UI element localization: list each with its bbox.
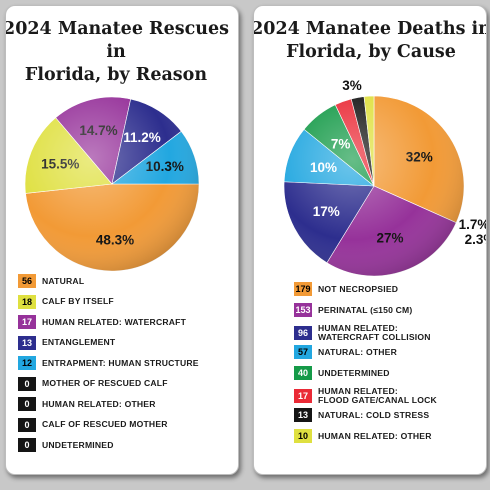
deaths-legend-count: 153	[294, 303, 312, 317]
rescues-legend-item: 0 CALF OF RESCUED MOTHER	[18, 417, 168, 432]
rescues-legend-label: CALF OF RESCUED MOTHER	[42, 419, 168, 429]
rescues-legend-count: 0	[18, 417, 36, 432]
rescues-pie-chart: 48.3%15.5%14.7%11.2%10.3%	[24, 96, 200, 272]
rescues-legend-label: ENTANGLEMENT	[42, 337, 116, 347]
rescues-legend-item: 17 HUMAN RELATED: WATERCRAFT	[18, 315, 186, 329]
rescues-legend-label: HUMAN RELATED: OTHER	[42, 398, 156, 409]
deaths-legend-item: 153 PERINATAL (≤150 CM)	[294, 303, 412, 317]
rescues-legend-item: 12 ENTRAPMENT: HUMAN STRUCTURE	[18, 356, 199, 370]
deaths-percent-label-human-related-other: 1.7%	[459, 217, 487, 232]
deaths-legend-label: HUMAN RELATED: WATERCRAFT COLLISION	[318, 324, 431, 342]
deaths-legend-label: PERINATAL (≤150 CM)	[318, 304, 413, 315]
rescues-legend-count: 0	[18, 438, 36, 452]
rescues-legend-label: MOTHER OF RESCUED CALF	[42, 378, 168, 388]
rescues-chart-title: 2024 Manatee Rescues in Florida, by Reas…	[5, 18, 236, 87]
deaths-percent-label-human-related-flood-gate-canal-lock: 3%	[342, 78, 362, 93]
rescues-title-line-1: 2024 Manatee Rescues in	[5, 19, 229, 62]
deaths-legend-count: 40	[294, 366, 312, 380]
rescues-legend-count: 18	[18, 294, 36, 309]
deaths-title-line-1: 2024 Manatee Deaths in	[253, 19, 487, 39]
rescues-legend-item: 0 UNDETERMINED	[18, 438, 114, 452]
deaths-legend-label: NATURAL: COLD STRESS	[318, 409, 430, 420]
deaths-legend-count: 13	[294, 408, 312, 422]
rescues-legend-item: 56 NATURAL	[18, 274, 84, 288]
deaths-pie-chart: 32%27%17%10%7%3%2.3%1.7%	[283, 78, 487, 277]
deaths-legend-label: NATURAL: OTHER	[318, 346, 398, 357]
rescues-pie-shading	[25, 97, 199, 271]
deaths-legend-label-line: FLOOD GATE/CANAL LOCK	[318, 395, 437, 405]
deaths-legend-item: 179 NOT NECROPSIED	[294, 282, 398, 296]
rescues-panel: 2024 Manatee Rescues in Florida, by Reas…	[5, 5, 239, 475]
rescues-legend-count: 12	[18, 356, 36, 370]
deaths-legend-label-line: HUMAN RELATED:	[318, 323, 398, 333]
deaths-panel: 2024 Manatee Deaths in Florida, by Cause…	[253, 5, 487, 475]
deaths-legend-label: HUMAN RELATED: FLOOD GATE/CANAL LOCK	[318, 387, 437, 405]
rescues-legend: 56 NATURAL 18 CALF BY ITSELF 17 HUMAN RELATED…	[6, 6, 238, 474]
rescues-legend-label: UNDETERMINED	[42, 439, 114, 450]
deaths-legend: 179 NOT NECROPSIED 153 PERINATAL (≤150 CM) 9…	[254, 6, 486, 474]
deaths-chart-title: 2024 Manatee Deaths in Florida, by Cause	[253, 18, 487, 64]
rescues-legend-item: 0 HUMAN RELATED: OTHER	[18, 397, 156, 411]
deaths-legend-count: 57	[294, 345, 312, 359]
rescues-legend-count: 0	[18, 376, 36, 391]
rescues-legend-count: 56	[18, 274, 36, 288]
rescues-legend-label: HUMAN RELATED: WATERCRAFT	[42, 316, 187, 327]
deaths-legend-label: NOT NECROPSIED	[318, 283, 399, 294]
deaths-legend-item: 10 HUMAN RELATED: OTHER	[294, 429, 432, 443]
rescues-legend-count: 13	[18, 335, 36, 350]
deaths-legend-item: 40 UNDETERMINED	[294, 366, 390, 380]
deaths-legend-label-line: WATERCRAFT COLLISION	[318, 332, 431, 342]
rescues-legend-item: 18 CALF BY ITSELF	[18, 294, 114, 309]
deaths-legend-count: 17	[294, 389, 312, 403]
deaths-pie-shading	[284, 96, 464, 276]
rescues-legend-item: 0 MOTHER OF RESCUED CALF	[18, 376, 168, 391]
rescues-legend-count: 0	[18, 397, 36, 411]
deaths-percent-label-natural-cold-stress: 2.3%	[465, 232, 487, 247]
deaths-legend-count: 10	[294, 429, 312, 443]
deaths-legend-label-line: HUMAN RELATED:	[318, 386, 398, 396]
deaths-legend-item: 17 HUMAN RELATED: FLOOD GATE/CANAL LOCK	[294, 387, 437, 405]
deaths-legend-item: 96 HUMAN RELATED: WATERCRAFT COLLISION	[294, 324, 431, 342]
rescues-legend-count: 17	[18, 315, 36, 329]
deaths-title-line-2: Florida, by Cause	[286, 42, 456, 62]
rescues-legend-label: ENTRAPMENT: HUMAN STRUCTURE	[42, 357, 199, 368]
rescues-legend-label: NATURAL	[42, 275, 85, 286]
deaths-legend-label: UNDETERMINED	[318, 367, 390, 378]
deaths-legend-label: HUMAN RELATED: OTHER	[318, 430, 432, 441]
rescues-title-line-2: Florida, by Reason	[24, 65, 208, 85]
rescues-legend-label: CALF BY ITSELF	[42, 296, 114, 306]
deaths-legend-item: 13 NATURAL: COLD STRESS	[294, 408, 429, 422]
deaths-legend-count: 179	[294, 282, 312, 296]
rescues-legend-item: 13 ENTANGLEMENT	[18, 335, 116, 350]
deaths-legend-item: 57 NATURAL: OTHER	[294, 345, 397, 359]
deaths-legend-count: 96	[294, 326, 312, 340]
